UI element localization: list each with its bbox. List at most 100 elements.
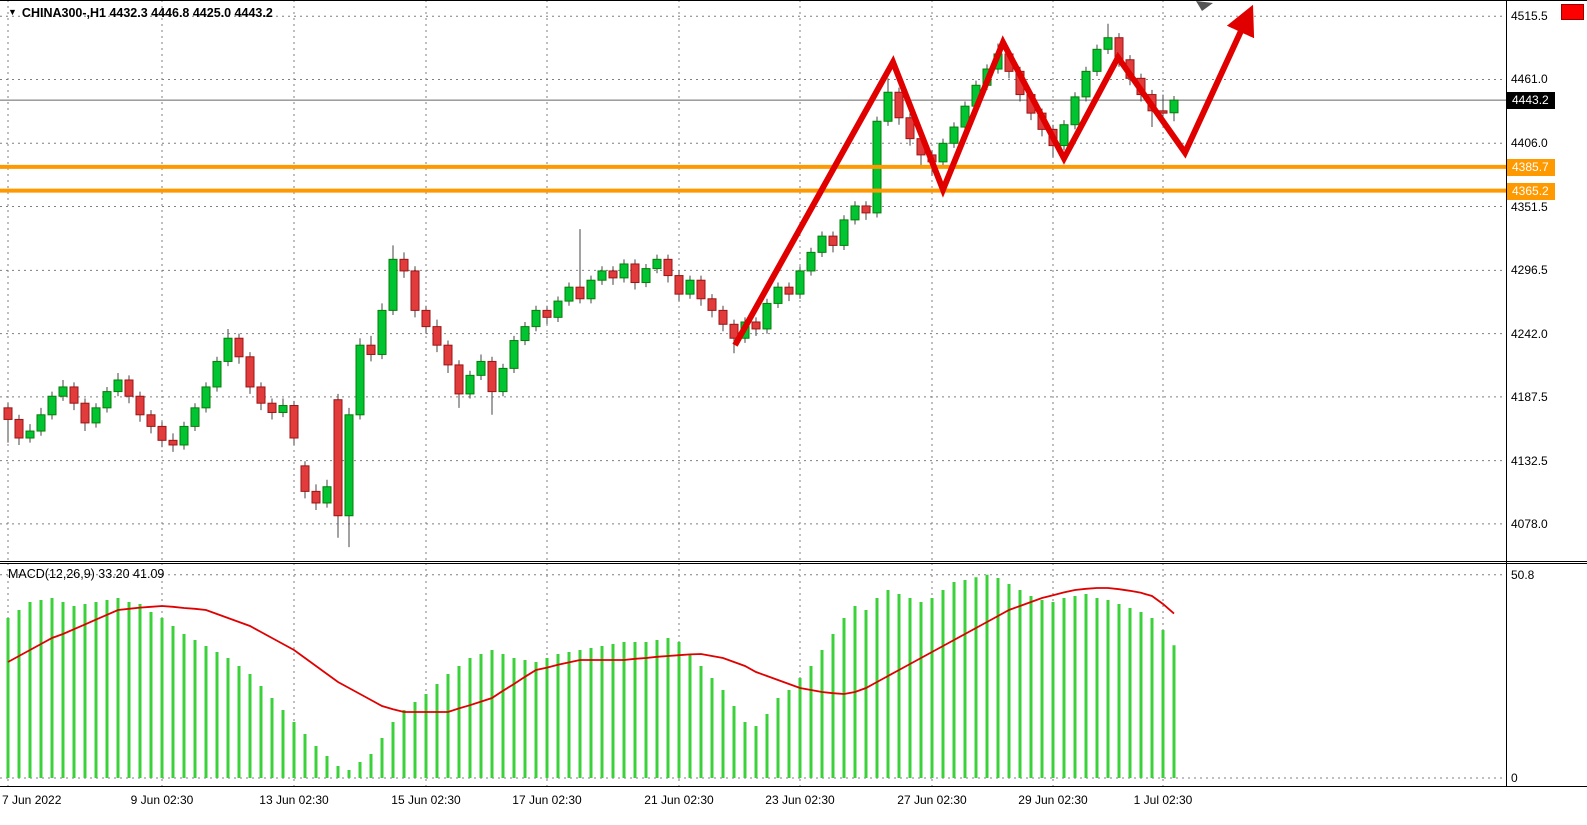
- candle-body: [168, 439, 178, 446]
- main-chart-panel[interactable]: ▼ CHINA300-,H1 4432.3 4446.8 4425.0 4443.…: [0, 0, 1507, 561]
- level-price-tag: 4365.2: [1507, 182, 1555, 200]
- time-axis-label: 27 Jun 02:30: [897, 793, 967, 807]
- time-axis-label: 7 Jun 2022: [2, 793, 62, 807]
- candle-body: [201, 386, 211, 409]
- candle-body: [960, 105, 970, 128]
- price-tick-label: 4296.5: [1511, 263, 1548, 278]
- candle-body: [377, 309, 387, 355]
- candle-body: [113, 379, 123, 393]
- time-axis-label: 13 Jun 02:30: [259, 793, 329, 807]
- trend-arrow-annotation[interactable]: [732, 4, 1255, 347]
- candle-body: [905, 117, 915, 140]
- time-axis[interactable]: 7 Jun 2022 9 Jun 02:30 13 Jun 02:30 15 Jun …: [0, 787, 1587, 825]
- candle-body: [850, 205, 860, 221]
- current-price-tag: 4443.2: [1507, 92, 1555, 110]
- macd-panel[interactable]: MACD(12,26,9) 33.20 41.09: [0, 563, 1507, 786]
- candle-body: [58, 386, 68, 397]
- time-axis-label: 21 Jun 02:30: [644, 793, 714, 807]
- macd-tick-label: 50.8: [1511, 567, 1535, 582]
- candle-body: [718, 309, 728, 325]
- candle-body: [278, 405, 288, 413]
- candle-body: [223, 337, 233, 362]
- time-axis-label: 9 Jun 02:30: [130, 793, 194, 807]
- candle-body: [1169, 99, 1179, 114]
- candle-body: [421, 309, 431, 328]
- candle-body: [1070, 96, 1080, 126]
- price-axis-separator[interactable]: [1506, 0, 1507, 786]
- candle-body: [432, 326, 442, 346]
- candle-body: [333, 399, 343, 517]
- price-tick-label: 4406.0: [1511, 136, 1548, 151]
- candle-body: [311, 490, 321, 504]
- candle-body: [322, 486, 332, 504]
- candle-body: [289, 405, 299, 439]
- macd-panel-bottom-border: [0, 786, 1587, 787]
- time-axis-label: 23 Jun 02:30: [765, 793, 835, 807]
- candle-body: [608, 270, 618, 279]
- symbol-info: ▼ CHINA300-,H1 4432.3 4446.8 4425.0 4443.…: [8, 6, 273, 20]
- candle-body: [652, 258, 662, 270]
- candle-body: [476, 360, 486, 376]
- candle-body: [553, 300, 563, 318]
- macd-indicator-label: MACD(12,26,9) 33.20 41.09: [8, 567, 165, 581]
- candle-body: [839, 219, 849, 246]
- candle-body: [663, 258, 673, 277]
- candle-body: [575, 286, 585, 300]
- candle-body: [498, 367, 508, 393]
- macd-canvas[interactable]: [0, 563, 1507, 786]
- object-anchor-marker: [1196, 1, 1213, 11]
- candle-body: [487, 360, 497, 393]
- time-axis-label: 29 Jun 02:30: [1018, 793, 1088, 807]
- candle-body: [47, 395, 57, 416]
- candle-body: [91, 407, 101, 424]
- candle-body: [234, 337, 244, 358]
- candle-body: [1092, 48, 1102, 72]
- candle-body: [894, 91, 904, 119]
- candle-body: [751, 321, 761, 330]
- time-axis-label: 17 Jun 02:30: [512, 793, 582, 807]
- candle-body: [564, 286, 574, 302]
- candle-body: [531, 309, 541, 328]
- chart-border-top: [0, 0, 1587, 1]
- candle-body: [696, 279, 706, 300]
- main-macd-separator[interactable]: [0, 561, 1587, 562]
- price-axis[interactable]: 4515.5 4461.0 4406.0 4351.5 4296.5 4242.0 4187…: [1507, 0, 1587, 786]
- candle-body: [399, 258, 409, 272]
- candle-body: [1059, 124, 1069, 147]
- candle-body: [190, 407, 200, 427]
- candle-body: [179, 425, 189, 446]
- macd-signal-line: [7, 587, 1175, 713]
- candle-body: [80, 402, 90, 424]
- candle-body: [938, 142, 948, 163]
- candle-body: [69, 386, 79, 404]
- candle-body: [355, 344, 365, 416]
- candle-body: [630, 263, 640, 284]
- candle-body: [949, 126, 959, 144]
- candle-body: [795, 270, 805, 295]
- candle-body: [102, 391, 112, 409]
- candle-body: [784, 286, 794, 295]
- candle-body: [245, 356, 255, 388]
- candle-body: [586, 279, 596, 300]
- price-tick-label: 4187.5: [1511, 389, 1548, 404]
- candle-body: [883, 91, 893, 122]
- candle-body: [256, 386, 266, 404]
- price-tick-label: 4461.0: [1511, 72, 1548, 87]
- candle-body: [817, 235, 827, 253]
- symbol-dropdown-icon[interactable]: ▼: [8, 7, 17, 17]
- alert-marker: [1561, 4, 1584, 20]
- candle-body: [146, 414, 156, 427]
- symbol-title: CHINA300-,H1 4432.3 4446.8 4425.0 4443.2: [21, 6, 273, 20]
- candle-body: [619, 263, 629, 279]
- candle-body: [454, 364, 464, 395]
- candle-body: [388, 258, 398, 311]
- main-chart-canvas[interactable]: [0, 0, 1507, 561]
- macd-panel-top-border: [0, 563, 1587, 564]
- candle-body: [729, 323, 739, 339]
- candle-body: [597, 270, 607, 281]
- candle-body: [685, 279, 695, 295]
- candle-body: [366, 344, 376, 355]
- time-axis-label: 15 Jun 02:30: [391, 793, 461, 807]
- candle-body: [1103, 37, 1113, 50]
